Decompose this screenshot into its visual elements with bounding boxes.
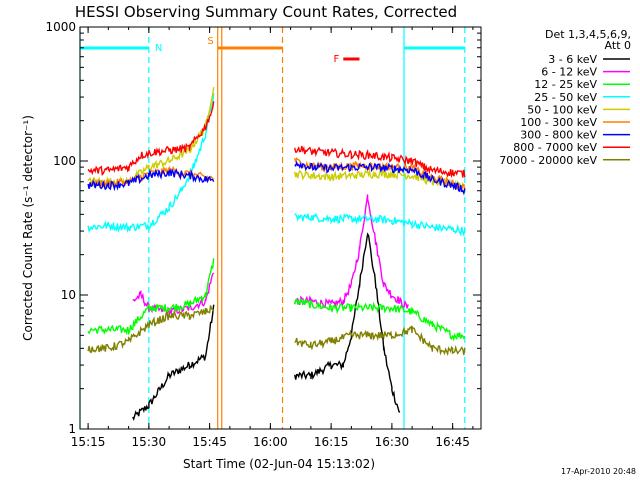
- x-tick-label: 15:45: [192, 435, 227, 449]
- marker-label-s: S: [207, 36, 213, 47]
- legend-header: Det 1,3,4,5,6,9,: [545, 28, 631, 41]
- y-tick-label: 1: [68, 422, 76, 436]
- series-line-3: [87, 92, 466, 238]
- chart-title: HESSI Observing Summary Count Rates, Cor…: [75, 3, 457, 21]
- x-tick-label: 16:15: [314, 435, 349, 449]
- legend-header-2: Att 0: [605, 39, 631, 52]
- legend-label-5: 100 - 300 keV: [520, 116, 597, 129]
- legend-label-1: 6 - 12 keV: [541, 66, 597, 79]
- series-line-2: [87, 258, 466, 342]
- series-line-1: [132, 194, 409, 316]
- legend-label-8: 7000 - 20000 keV: [499, 154, 597, 167]
- marker-label-n: N: [155, 43, 162, 54]
- series-line-0: [132, 232, 401, 422]
- x-tick-label: 15:15: [71, 435, 106, 449]
- series-line-7: [87, 101, 466, 179]
- x-tick-label: 16:30: [375, 435, 410, 449]
- plot-area: N S F: [79, 27, 466, 429]
- y-axis: 1 10 100 1000: [45, 20, 481, 436]
- legend-label-0: 3 - 6 keV: [548, 53, 597, 66]
- legend-label-2: 12 - 25 keV: [534, 78, 597, 91]
- y-tick-label: 10: [61, 288, 76, 302]
- legend-label-3: 25 - 50 keV: [534, 91, 597, 104]
- legend-label-6: 300 - 800 keV: [520, 129, 597, 142]
- legend-label-7: 800 - 7000 keV: [513, 141, 597, 154]
- x-axis: 15:15 15:30 15:45 16:00 16:15 16:30 16:45: [71, 27, 474, 449]
- marker-label-f: F: [334, 54, 340, 65]
- footer-timestamp: 17-Apr-2010 20:48: [561, 467, 636, 476]
- x-tick-label: 16:00: [253, 435, 288, 449]
- series-line-8: [87, 305, 466, 357]
- series-line-6: [87, 160, 466, 196]
- y-axis-label: Corrected Count Rate (s⁻¹ detector⁻¹): [21, 115, 35, 341]
- y-tick-label: 1000: [45, 20, 76, 34]
- plot-frame: [79, 26, 482, 430]
- legend-label-4: 50 - 100 keV: [527, 103, 597, 116]
- y-tick-label: 100: [53, 154, 76, 168]
- x-tick-label: 15:30: [132, 435, 167, 449]
- x-axis-label: Start Time (02-Jun-04 15:13:02): [183, 457, 375, 471]
- x-tick-label: 16:45: [435, 435, 470, 449]
